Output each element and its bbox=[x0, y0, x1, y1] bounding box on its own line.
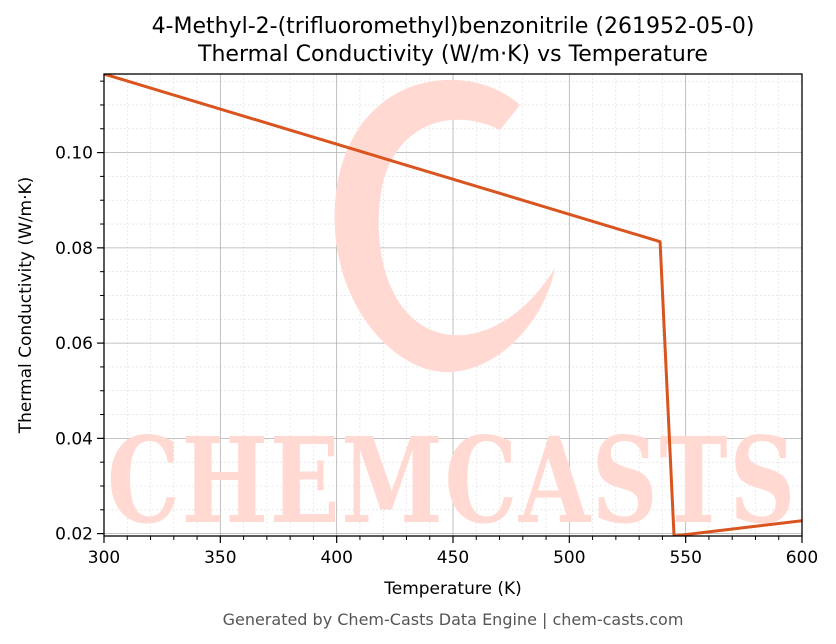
y-tick-label: 0.10 bbox=[55, 144, 93, 164]
x-tick-label: 450 bbox=[437, 548, 469, 568]
watermark-crescent bbox=[334, 79, 555, 373]
footer-credit: Generated by Chem-Casts Data Engine | ch… bbox=[223, 610, 684, 629]
axis-tick-labels: 300 350 400 450 500 550 600 0.02 0.04 0.06 0.08 0.1… bbox=[55, 144, 818, 568]
y-tick-label: 0.08 bbox=[55, 239, 93, 259]
x-tick-label: 400 bbox=[320, 548, 352, 568]
y-tick-label: 0.06 bbox=[55, 334, 93, 354]
x-tick-label: 550 bbox=[669, 548, 701, 568]
x-tick-label: 500 bbox=[553, 548, 585, 568]
watermark-text: CHEMCASTS bbox=[107, 411, 797, 550]
x-axis-label: Temperature (K) bbox=[383, 579, 522, 599]
chart-title: 4-Methyl-2-(trifluoromethyl)benzonitrile… bbox=[152, 14, 755, 39]
y-tick-label: 0.02 bbox=[55, 525, 93, 545]
x-tick-label: 600 bbox=[786, 548, 818, 568]
chart-subtitle: Thermal Conductivity (W/m·K) vs Temperat… bbox=[197, 42, 708, 67]
series-layer bbox=[104, 74, 802, 536]
y-axis-label: Thermal Conductivity (W/m·K) bbox=[16, 177, 36, 435]
y-tick-label: 0.04 bbox=[55, 429, 93, 449]
chemcasts-watermark-logo: CHEMCASTS bbox=[107, 79, 797, 550]
x-tick-label: 300 bbox=[88, 548, 120, 568]
x-tick-label: 350 bbox=[204, 548, 236, 568]
axis-ticks bbox=[97, 80, 803, 543]
thermal-conductivity-line bbox=[104, 74, 802, 536]
